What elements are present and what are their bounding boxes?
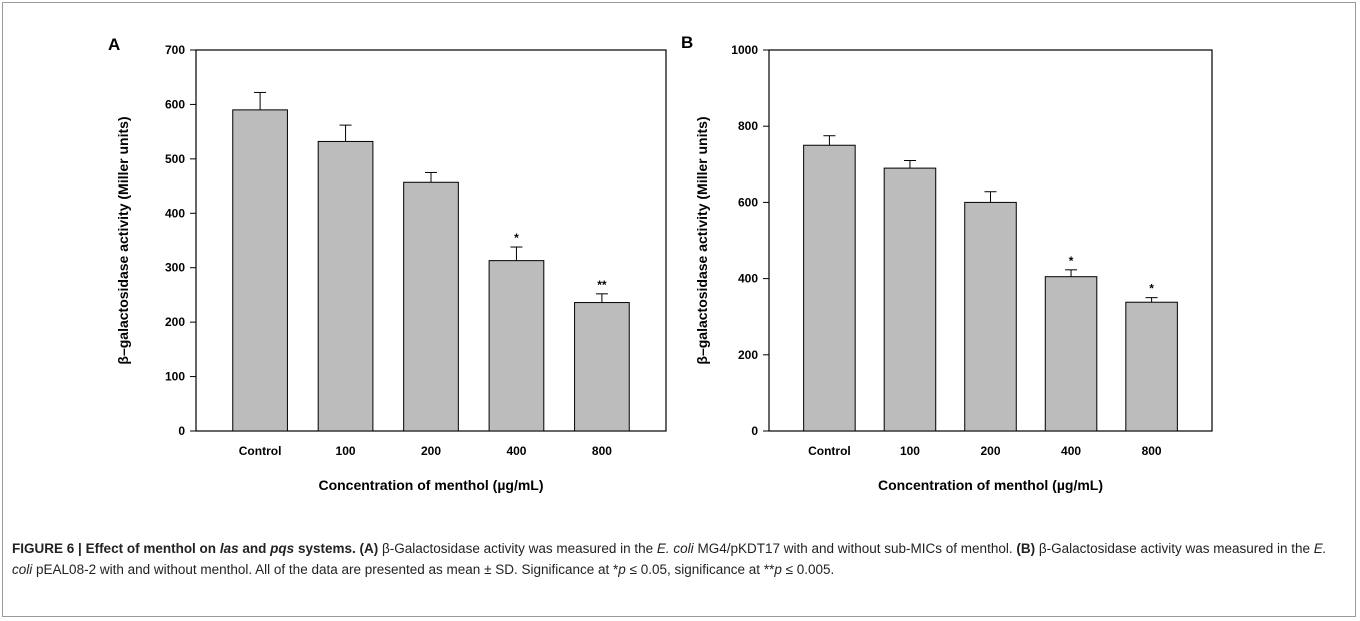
figure-title-las: las xyxy=(219,541,239,556)
y-axis-label: β–galactosidase activity (Miller units) xyxy=(115,116,131,364)
y-axis-label: β–galactosidase activity (Miller units) xyxy=(694,116,710,364)
bar xyxy=(232,109,288,432)
y-tick-label: 400 xyxy=(738,272,758,286)
x-axis-label: Concentration of menthol (µg/mL) xyxy=(878,477,1103,493)
y-tick-label: 0 xyxy=(751,424,758,438)
caption-sig-2: ≤ 0.005. xyxy=(785,562,835,577)
figure-title-and: and xyxy=(242,541,267,556)
bar xyxy=(883,167,937,432)
significance-marker: ** xyxy=(597,278,607,292)
chart-panel-1: A 0 100 200 300 400 500 600 700 Control 100 200 * 400… xyxy=(108,35,667,493)
bar xyxy=(403,181,459,432)
figure-title-part: Effect of menthol on xyxy=(85,541,217,556)
y-tick-label: 200 xyxy=(165,315,185,329)
x-tick-label: 200 xyxy=(421,444,441,458)
x-tick-label: 400 xyxy=(506,444,526,458)
caption-a-text-1: β-Galactosidase activity was measured in… xyxy=(382,541,654,556)
significance-marker: * xyxy=(1149,282,1154,296)
figure-title-end: systems. xyxy=(297,541,356,556)
x-axis-label: Concentration of menthol (µg/mL) xyxy=(318,477,543,493)
caption-b-text-2: pEAL08-2 with and without menthol. All o… xyxy=(36,562,619,577)
x-tick-label: 800 xyxy=(592,444,612,458)
y-tick-label: 600 xyxy=(738,195,758,209)
x-tick-label: Control xyxy=(239,444,282,458)
y-tick-label: 100 xyxy=(165,370,185,384)
caption-b-species: E. coli xyxy=(12,541,1327,577)
x-tick-label: 100 xyxy=(900,444,920,458)
bar xyxy=(1125,301,1178,432)
y-tick-label: 700 xyxy=(165,43,185,57)
y-tick-label: 600 xyxy=(165,97,185,111)
caption-b-text-1: β-Galactosidase activity was measured in… xyxy=(1038,541,1311,556)
bar xyxy=(488,260,545,432)
y-tick-label: 500 xyxy=(165,152,185,166)
caption-p-2: p xyxy=(774,562,782,577)
y-tick-label: 400 xyxy=(165,206,185,220)
x-tick-label: 100 xyxy=(336,444,356,458)
panel-label: A xyxy=(108,35,120,54)
caption-b-tag: (B) xyxy=(1016,541,1036,556)
bar xyxy=(964,201,1017,432)
caption-p-1: p xyxy=(618,562,626,577)
figure-charts: A 0 100 200 300 400 500 600 700 Control 100 200 * 400… xyxy=(108,33,1213,493)
figure-label: FIGURE 6 | xyxy=(12,541,82,556)
bar xyxy=(1044,276,1098,432)
caption-a-tag: (A) xyxy=(359,541,379,556)
bar xyxy=(574,302,630,432)
caption-a-species: E. coli xyxy=(656,541,694,556)
y-tick-label: 1000 xyxy=(731,43,758,57)
y-tick-label: 200 xyxy=(738,348,758,362)
figure-title-pqs: pqs xyxy=(270,541,295,556)
y-tick-label: 300 xyxy=(165,261,185,275)
panel-label: B xyxy=(681,33,693,52)
x-tick-label: 400 xyxy=(1061,444,1081,458)
bar xyxy=(803,144,856,432)
figure-caption: FIGURE 6 | Effect of menthol on las and … xyxy=(12,538,1342,580)
caption-a-text-2: MG4/pKDT17 with and without sub-MICs of … xyxy=(697,541,1013,556)
x-tick-label: Control xyxy=(808,444,851,458)
y-tick-label: 800 xyxy=(738,119,758,133)
significance-marker: * xyxy=(1069,254,1074,268)
chart-panel-2: B 0 200 400 600 800 1000 Control 100 200 * 400 * 800 C… xyxy=(681,33,1213,493)
x-tick-label: 200 xyxy=(980,444,1000,458)
x-tick-label: 800 xyxy=(1142,444,1162,458)
bar xyxy=(317,140,374,432)
significance-marker: * xyxy=(514,231,519,245)
y-tick-label: 0 xyxy=(178,424,185,438)
caption-sig-1: ≤ 0.05, significance at ** xyxy=(629,562,775,577)
